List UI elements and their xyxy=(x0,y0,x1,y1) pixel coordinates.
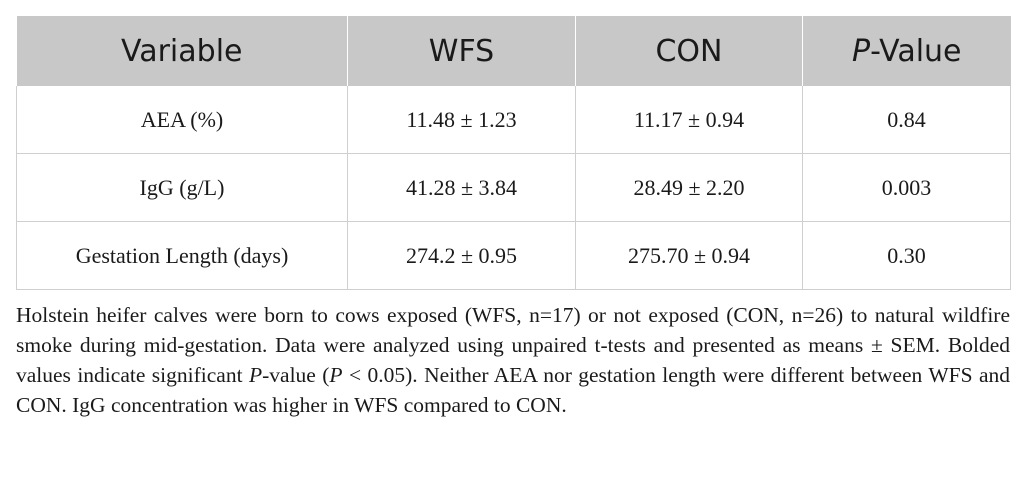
caption-p-italic: P xyxy=(329,363,343,387)
cell-con: 275.70 ± 0.94 xyxy=(575,221,803,290)
cell-wfs: 41.28 ± 3.84 xyxy=(347,153,576,222)
table-header-row: Variable WFS CON P-Value xyxy=(16,16,1011,86)
header-p-value: P-Value xyxy=(802,16,1011,86)
table-row: AEA (%) 11.48 ± 1.23 11.17 ± 0.94 0.84 xyxy=(16,86,1011,154)
header-p-suffix: -Value xyxy=(870,33,962,69)
cell-variable: IgG (g/L) xyxy=(16,153,348,222)
table-caption: Holstein heifer calves were born to cows… xyxy=(16,300,1010,420)
caption-text: Holstein heifer calves were born to cows… xyxy=(16,300,1010,420)
caption-part-2: -value ( xyxy=(262,363,330,387)
cell-con: 11.17 ± 0.94 xyxy=(575,86,803,154)
cell-con: 28.49 ± 2.20 xyxy=(575,153,803,222)
results-table: Variable WFS CON P-Value AEA (%) 11.48 ±… xyxy=(16,16,1011,290)
header-variable: Variable xyxy=(16,16,348,86)
document: Variable WFS CON P-Value AEA (%) 11.48 ±… xyxy=(16,16,1011,420)
table-row: IgG (g/L) 41.28 ± 3.84 28.49 ± 2.20 0.00… xyxy=(16,153,1011,222)
header-wfs: WFS xyxy=(347,16,576,86)
cell-wfs: 274.2 ± 0.95 xyxy=(347,221,576,290)
header-con: CON xyxy=(575,16,803,86)
header-p-italic: P xyxy=(851,33,871,69)
caption-part-3: < 0.05). Neither AEA nor gestation lengt… xyxy=(16,363,1010,417)
cell-p-value: 0.84 xyxy=(802,86,1011,154)
caption-part-1: Holstein heifer calves were born to cows… xyxy=(16,303,1010,387)
table-row: Gestation Length (days) 274.2 ± 0.95 275… xyxy=(16,221,1011,290)
cell-p-value: 0.30 xyxy=(802,221,1011,290)
cell-wfs: 11.48 ± 1.23 xyxy=(347,86,576,154)
caption-p-italic: P xyxy=(248,363,263,387)
cell-p-value: 0.003 xyxy=(802,153,1011,222)
cell-variable: AEA (%) xyxy=(16,86,348,154)
cell-variable: Gestation Length (days) xyxy=(16,221,348,290)
